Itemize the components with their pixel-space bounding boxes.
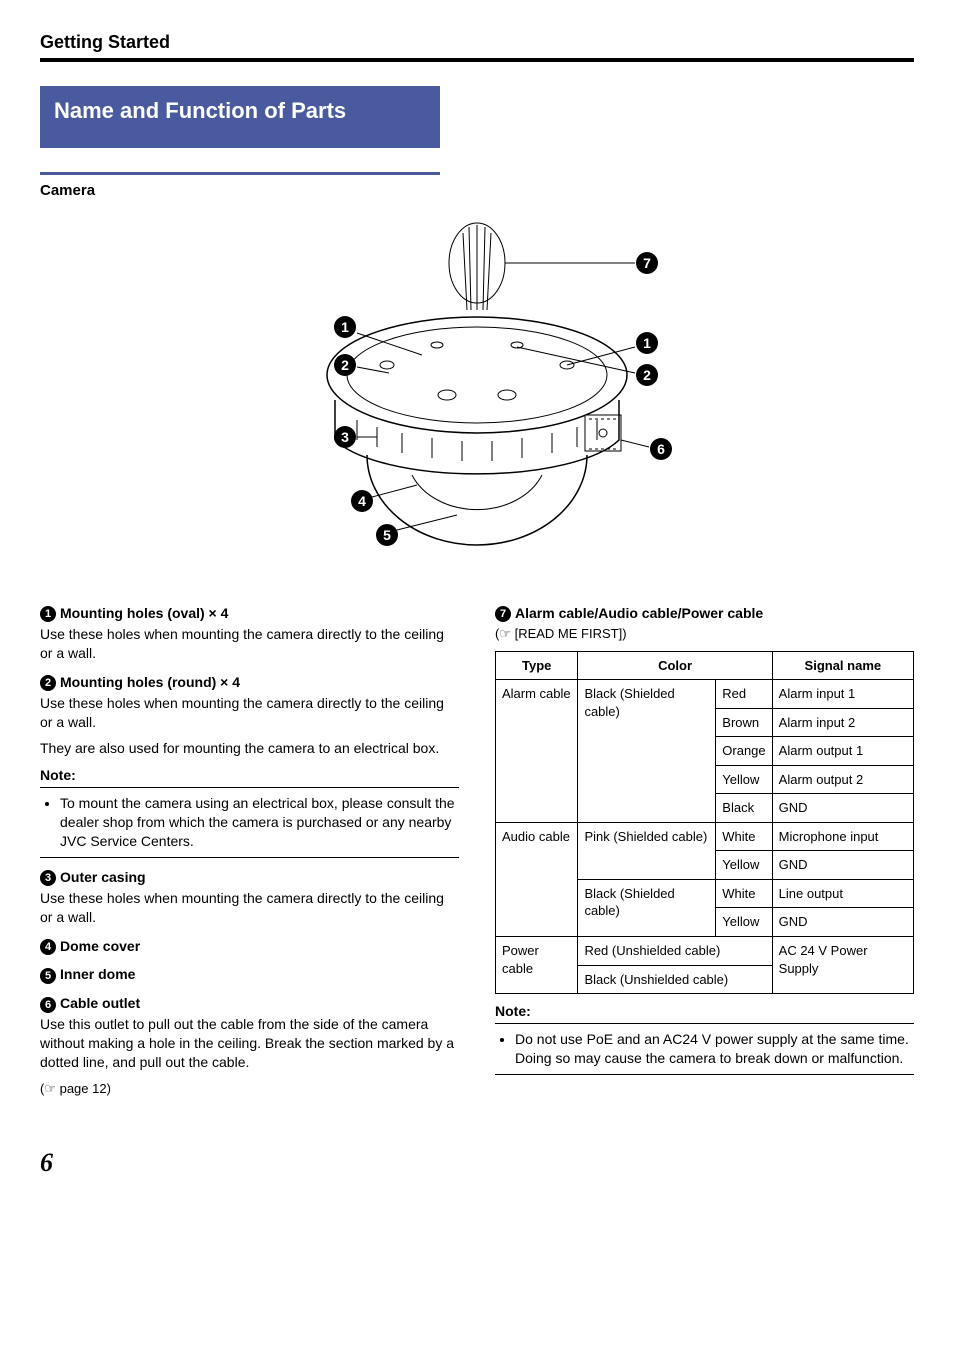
item-1-heading: 1Mounting holes (oval) × 4 xyxy=(40,604,459,623)
callout-4: 4 xyxy=(351,490,373,512)
svg-text:2: 2 xyxy=(643,367,651,383)
callout-2-left: 2 xyxy=(334,354,356,376)
td-audio-type: Audio cable xyxy=(496,822,578,936)
td-alarm-s2: Alarm input 2 xyxy=(772,708,913,737)
td-audio-p2s: GND xyxy=(772,851,913,880)
note-label-left: Note: xyxy=(40,766,459,785)
callout-1-right: 1 xyxy=(636,332,658,354)
note-rule-bottom-left xyxy=(40,857,459,858)
note-rule-top-left xyxy=(40,787,459,788)
subsection-label: Camera xyxy=(40,172,440,201)
right-column: 7Alarm cable/Audio cable/Power cable (☞ … xyxy=(495,594,914,1105)
cable-table: Type Color Signal name Alarm cable Black… xyxy=(495,651,914,995)
item-6-ref: (☞ page 12) xyxy=(40,1080,459,1098)
td-audio-b2c: Yellow xyxy=(716,908,772,937)
td-power-type: Power cable xyxy=(496,937,578,994)
td-alarm-color: Black (Shielded cable) xyxy=(578,680,716,823)
td-power-c2: Black (Unshielded cable) xyxy=(578,965,772,994)
td-audio-p1c: White xyxy=(716,822,772,851)
item-3-body: Use these holes when mounting the camera… xyxy=(40,889,459,927)
svg-text:7: 7 xyxy=(643,255,651,271)
section-header: Getting Started xyxy=(40,30,914,62)
item-6-body: Use this outlet to pull out the cable fr… xyxy=(40,1015,459,1072)
td-audio-black: Black (Shielded cable) xyxy=(578,879,716,936)
td-audio-pink: Pink (Shielded cable) xyxy=(578,822,716,879)
badge-5-icon: 5 xyxy=(40,968,56,984)
callout-6: 6 xyxy=(650,438,672,460)
note-label-right: Note: xyxy=(495,1002,914,1021)
callout-7: 7 xyxy=(636,252,658,274)
note-item-left: To mount the camera using an electrical … xyxy=(60,794,459,851)
svg-text:3: 3 xyxy=(341,429,349,445)
item-1-body: Use these holes when mounting the camera… xyxy=(40,625,459,663)
td-audio-b2s: GND xyxy=(772,908,913,937)
svg-text:1: 1 xyxy=(643,335,651,351)
td-audio-b1c: White xyxy=(716,879,772,908)
td-alarm-c1: Red xyxy=(716,680,772,709)
td-alarm-c4: Yellow xyxy=(716,765,772,794)
item-6-heading: 6Cable outlet xyxy=(40,994,459,1013)
callout-5: 5 xyxy=(376,524,398,546)
item-2-body-a: Use these holes when mounting the camera… xyxy=(40,694,459,732)
svg-text:2: 2 xyxy=(341,357,349,373)
left-column: 1Mounting holes (oval) × 4 Use these hol… xyxy=(40,594,459,1105)
note-list-left: To mount the camera using an electrical … xyxy=(40,794,459,851)
td-alarm-s4: Alarm output 2 xyxy=(772,765,913,794)
svg-text:5: 5 xyxy=(383,527,391,543)
page-number: 6 xyxy=(40,1145,914,1180)
td-alarm-s1: Alarm input 1 xyxy=(772,680,913,709)
item-7-ref: (☞ [READ ME FIRST]) xyxy=(495,625,914,643)
td-alarm-s3: Alarm output 1 xyxy=(772,737,913,766)
badge-7-icon: 7 xyxy=(495,606,511,622)
td-alarm-c5: Black xyxy=(716,794,772,823)
td-power-s: AC 24 V Power Supply xyxy=(772,937,913,994)
item-4-heading: 4Dome cover xyxy=(40,937,459,956)
note-rule-bottom-right xyxy=(495,1074,914,1075)
badge-1-icon: 1 xyxy=(40,606,56,622)
note-rule-top-right xyxy=(495,1023,914,1024)
th-type: Type xyxy=(496,651,578,680)
svg-text:6: 6 xyxy=(657,441,665,457)
svg-text:1: 1 xyxy=(341,319,349,335)
item-2-body-b: They are also used for mounting the came… xyxy=(40,739,459,758)
callout-2-right: 2 xyxy=(636,364,658,386)
item-5-heading: 5Inner dome xyxy=(40,965,459,984)
td-audio-b1s: Line output xyxy=(772,879,913,908)
item-3-heading: 3Outer casing xyxy=(40,868,459,887)
note-list-right: Do not use PoE and an AC24 V power suppl… xyxy=(495,1030,914,1068)
camera-diagram: 7 1 2 1 2 3 4 5 6 xyxy=(40,215,914,570)
th-color: Color xyxy=(578,651,772,680)
item-7-heading: 7Alarm cable/Audio cable/Power cable xyxy=(495,604,914,623)
td-alarm-s5: GND xyxy=(772,794,913,823)
callout-3: 3 xyxy=(334,426,356,448)
td-power-c1: Red (Unshielded cable) xyxy=(578,937,772,966)
badge-6-icon: 6 xyxy=(40,997,56,1013)
badge-4-icon: 4 xyxy=(40,939,56,955)
td-audio-p2c: Yellow xyxy=(716,851,772,880)
page-title: Name and Function of Parts xyxy=(40,86,440,148)
td-audio-p1s: Microphone input xyxy=(772,822,913,851)
td-alarm-type: Alarm cable xyxy=(496,680,578,823)
th-signal: Signal name xyxy=(772,651,913,680)
badge-3-icon: 3 xyxy=(40,870,56,886)
badge-2-icon: 2 xyxy=(40,675,56,691)
svg-text:4: 4 xyxy=(358,493,366,509)
td-alarm-c3: Orange xyxy=(716,737,772,766)
callout-1-left: 1 xyxy=(334,316,356,338)
td-alarm-c2: Brown xyxy=(716,708,772,737)
note-item-right: Do not use PoE and an AC24 V power suppl… xyxy=(515,1030,914,1068)
item-2-heading: 2Mounting holes (round) × 4 xyxy=(40,673,459,692)
